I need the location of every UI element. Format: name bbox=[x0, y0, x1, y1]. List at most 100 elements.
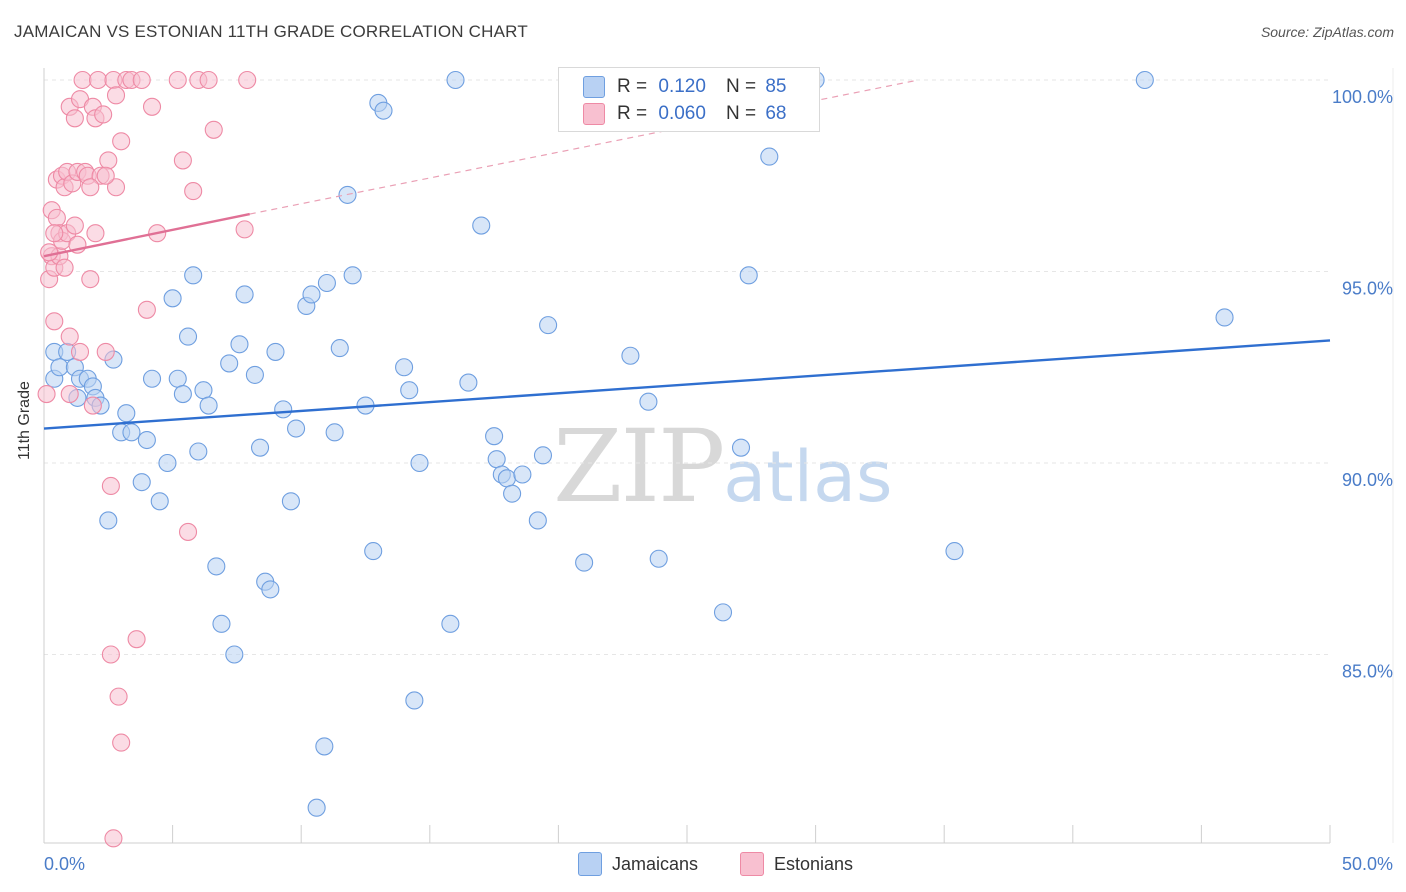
estonians-trend-line bbox=[43, 212, 251, 258]
jamaicans-point bbox=[50, 358, 69, 377]
estonians-point bbox=[65, 216, 84, 235]
jamaicans-point bbox=[315, 737, 334, 756]
estonians-point bbox=[81, 178, 100, 197]
jamaicans-point bbox=[158, 453, 177, 473]
estonians-point bbox=[184, 182, 203, 201]
estonians-point bbox=[94, 105, 113, 124]
jamaicans-point bbox=[250, 438, 270, 457]
jamaicans-point bbox=[173, 385, 192, 404]
jamaicans-point bbox=[274, 400, 293, 419]
jamaicans-point bbox=[137, 430, 156, 450]
jamaicans-point bbox=[142, 369, 162, 388]
estonians-point bbox=[106, 178, 126, 197]
legend-row-jamaicans: R = 0.120 N = 85 bbox=[583, 73, 786, 101]
jamaicans-point bbox=[178, 327, 198, 346]
jamaicans-point bbox=[212, 614, 231, 633]
jamaicans-point bbox=[220, 354, 239, 373]
watermark: ZIPatlas bbox=[553, 408, 892, 525]
jamaicans-point bbox=[317, 273, 336, 293]
estonians-point bbox=[109, 687, 128, 706]
jamaicans-point bbox=[235, 285, 254, 304]
estonians-point bbox=[101, 645, 120, 664]
estonians-point bbox=[37, 385, 56, 404]
estonians-point bbox=[88, 70, 108, 90]
estonians-point bbox=[83, 396, 102, 415]
jamaicans-point bbox=[261, 580, 280, 599]
jamaicans-point bbox=[168, 369, 187, 388]
estonians-point bbox=[45, 224, 64, 243]
estonians-point bbox=[137, 300, 156, 319]
estonians-point bbox=[81, 270, 100, 289]
jamaicans-point bbox=[307, 798, 326, 817]
watermark-zip: ZIP bbox=[553, 408, 725, 525]
bottom-legend-label-jamaicans: Jamaicans bbox=[612, 853, 699, 874]
legend-n-label: N = bbox=[725, 76, 757, 97]
jamaicans-point bbox=[446, 70, 465, 90]
jamaicans-point bbox=[1215, 308, 1234, 327]
jamaicans-point bbox=[405, 691, 424, 710]
bottom-legend-jamaicans: Jamaicans bbox=[578, 851, 698, 877]
jamaicans-point bbox=[528, 511, 547, 530]
jamaicans-point bbox=[731, 438, 751, 457]
legend-n-value: 68 bbox=[765, 103, 787, 124]
jamaicans-point bbox=[539, 316, 558, 335]
legend-n-label: N = bbox=[725, 103, 757, 124]
jamaicans-point bbox=[1135, 70, 1154, 90]
jamaicans-point bbox=[513, 465, 532, 484]
jamaicans-point bbox=[945, 542, 964, 561]
x-tick-label: 50.0% bbox=[1342, 854, 1393, 874]
jamaicans-point bbox=[99, 511, 118, 530]
jamaicans-point bbox=[245, 365, 264, 384]
legend-r-label: R = bbox=[617, 76, 648, 97]
jamaicans-point bbox=[639, 392, 658, 411]
jamaicans-point bbox=[649, 549, 668, 568]
jamaicans-point bbox=[122, 423, 141, 442]
jamaicans-point bbox=[194, 381, 213, 400]
jamaicans-point bbox=[364, 542, 383, 561]
jamaicans-point bbox=[189, 442, 208, 461]
estonians-point bbox=[99, 151, 118, 170]
estonians-point bbox=[60, 327, 79, 346]
jamaicans-point bbox=[374, 101, 393, 120]
chart-title: JAMAICAN VS ESTONIAN 11TH GRADE CORRELAT… bbox=[14, 22, 528, 41]
estonians-point bbox=[60, 385, 79, 404]
estonians-point bbox=[106, 86, 126, 105]
estonians-point bbox=[73, 70, 92, 90]
jamaicans-point bbox=[281, 492, 300, 511]
estonians-point bbox=[55, 258, 74, 277]
jamaicans-point bbox=[441, 614, 460, 633]
estonians-trend-extension bbox=[249, 79, 919, 215]
estonians-point bbox=[127, 630, 146, 649]
jamaicans-point bbox=[739, 266, 758, 285]
jamaicans-point bbox=[184, 266, 203, 285]
y-tick-label: 85.0% bbox=[1342, 662, 1393, 682]
jamaicans-point bbox=[225, 645, 244, 664]
estonians-point bbox=[142, 97, 162, 116]
estonians-point bbox=[96, 166, 115, 185]
legend-swatch-jamaicans bbox=[583, 76, 605, 98]
estonians-point bbox=[199, 70, 218, 90]
jamaicans-point bbox=[713, 603, 733, 622]
jamaicans-point bbox=[410, 453, 429, 473]
jamaicans-point bbox=[199, 396, 218, 415]
estonians-point bbox=[204, 120, 223, 139]
legend-row-estonians: R = 0.060 N = 68 bbox=[583, 100, 786, 128]
bottom-legend-estonians: Estonians bbox=[740, 851, 853, 877]
estonians-point bbox=[40, 243, 59, 262]
jamaicans-point bbox=[459, 373, 478, 392]
estonians-point bbox=[235, 220, 254, 239]
estonians-point bbox=[168, 70, 187, 90]
jamaicans-point bbox=[287, 419, 306, 438]
jamaicans-point bbox=[395, 358, 414, 377]
estonians-point bbox=[47, 208, 66, 227]
jamaicans-point bbox=[497, 469, 517, 488]
estonians-point bbox=[45, 312, 64, 331]
jamaicans-point bbox=[343, 266, 362, 285]
estonians-point bbox=[86, 224, 105, 243]
estonians-point bbox=[132, 70, 151, 90]
watermark-atlas: atlas bbox=[723, 436, 893, 518]
jamaicans-point bbox=[132, 473, 151, 492]
y-tick-label: 95.0% bbox=[1342, 279, 1393, 299]
jamaicans-point bbox=[117, 404, 136, 423]
